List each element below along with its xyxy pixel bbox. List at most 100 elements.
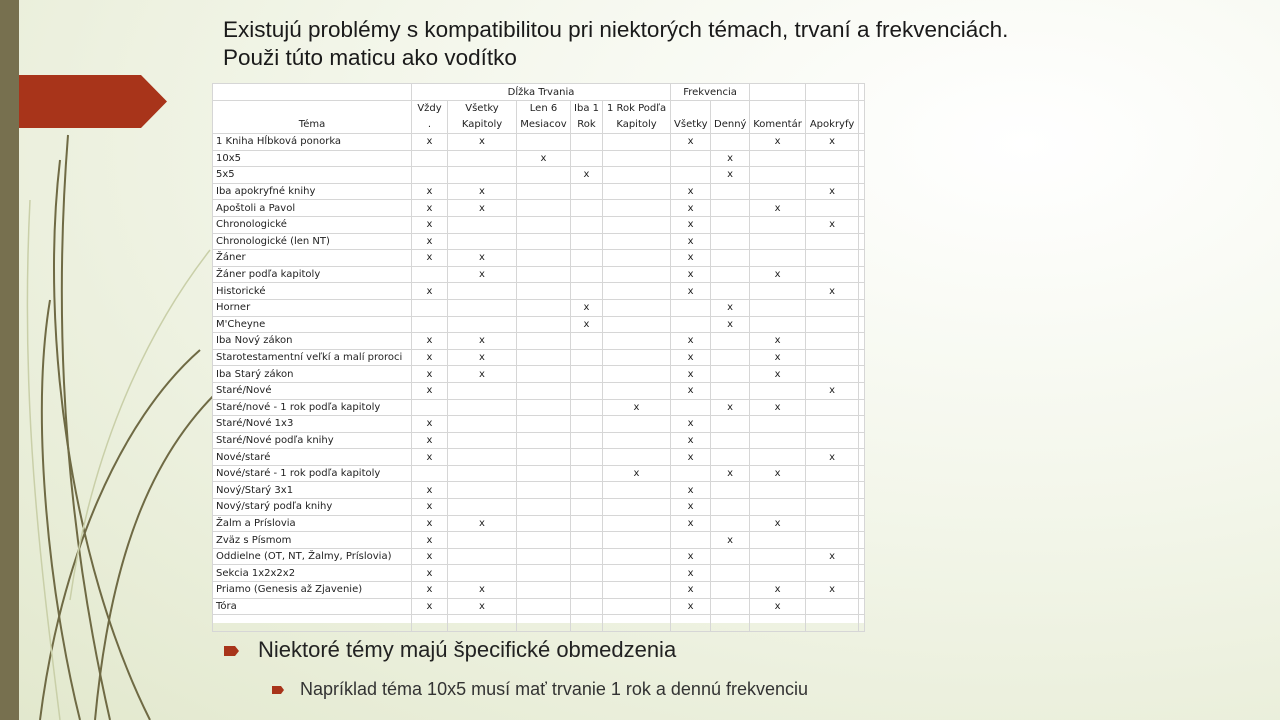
matrix-cell bbox=[805, 564, 860, 583]
matrix-cell: x bbox=[411, 431, 448, 450]
matrix-cell bbox=[601, 298, 672, 317]
empty-cell bbox=[858, 514, 866, 533]
empty-cell bbox=[411, 614, 448, 632]
matrix-cell bbox=[601, 415, 672, 433]
matrix-cell bbox=[710, 199, 751, 217]
matrix-cell: x bbox=[411, 332, 448, 350]
empty-cell bbox=[858, 182, 866, 201]
matrix-cell: x bbox=[411, 182, 448, 201]
topic-cell: Apoštoli a Pavol bbox=[212, 199, 412, 217]
matrix-cell bbox=[601, 597, 672, 616]
matrix-cell bbox=[710, 514, 751, 533]
column-header: Vždy . bbox=[411, 100, 448, 134]
matrix-cell bbox=[447, 282, 517, 300]
matrix-cell bbox=[447, 431, 517, 450]
matrix-cell: x bbox=[411, 531, 448, 549]
table-row: Staré/Nové podľa knihy x x bbox=[212, 431, 866, 450]
topic-cell: Oddielne (OT, NT, Žalmy, Príslovia) bbox=[212, 547, 412, 566]
matrix-cell bbox=[805, 514, 860, 533]
matrix-cell: x bbox=[670, 332, 712, 350]
matrix-cell bbox=[447, 215, 517, 234]
matrix-cell: x bbox=[670, 498, 712, 516]
matrix-cell: x bbox=[411, 448, 448, 466]
table-row: Staré/Nové x x x bbox=[212, 381, 866, 400]
column-header: Len 6 Mesiacov bbox=[516, 100, 571, 134]
matrix-cell bbox=[749, 531, 807, 549]
matrix-cell: x bbox=[805, 133, 860, 151]
matrix-cell bbox=[516, 564, 571, 583]
matrix-cell: x bbox=[447, 133, 517, 151]
matrix-cell bbox=[670, 298, 712, 317]
empty-cell bbox=[858, 448, 866, 466]
matrix-cell bbox=[411, 398, 448, 417]
matrix-cell bbox=[411, 265, 448, 284]
column-header: Téma bbox=[212, 100, 412, 134]
topic-cell: 1 Kniha Hĺbková ponorka bbox=[212, 133, 412, 151]
matrix-cell bbox=[749, 298, 807, 317]
matrix-cell bbox=[749, 166, 807, 184]
matrix-cell bbox=[601, 581, 672, 599]
matrix-cell bbox=[601, 282, 672, 300]
topic-cell: Sekcia 1x2x2x2 bbox=[212, 564, 412, 583]
matrix-cell bbox=[749, 381, 807, 400]
decorative-strip bbox=[0, 0, 19, 720]
matrix-cell bbox=[570, 215, 603, 234]
empty-cell bbox=[858, 597, 866, 616]
matrix-cell bbox=[749, 282, 807, 300]
matrix-cell bbox=[411, 315, 448, 334]
matrix-cell bbox=[570, 365, 603, 383]
matrix-cell: x bbox=[805, 182, 860, 201]
topic-cell: Priamo (Genesis až Zjavenie) bbox=[212, 581, 412, 599]
matrix-cell bbox=[670, 464, 712, 483]
matrix-cell bbox=[570, 481, 603, 500]
matrix-cell bbox=[570, 597, 603, 616]
matrix-cell bbox=[601, 514, 672, 533]
empty-cell bbox=[570, 614, 603, 632]
column-header: Komentár bbox=[749, 100, 807, 134]
empty-cell bbox=[858, 100, 866, 134]
matrix-cell bbox=[749, 431, 807, 450]
matrix-cell bbox=[710, 448, 751, 466]
matrix-cell: x bbox=[570, 166, 603, 184]
empty-cell bbox=[858, 282, 866, 300]
column-header-row: Téma Vždy . Všetky Kapitoly Len 6 Mesiacov I… bbox=[212, 100, 866, 134]
matrix-cell bbox=[516, 232, 571, 251]
matrix-cell bbox=[601, 431, 672, 450]
matrix-cell: x bbox=[411, 348, 448, 367]
matrix-cell: x bbox=[447, 199, 517, 217]
matrix-cell: x bbox=[670, 431, 712, 450]
matrix-cell bbox=[749, 564, 807, 583]
table-row: Iba apokryfné knihy x x x x bbox=[212, 182, 866, 201]
table-row: Iba Nový zákon x x x x bbox=[212, 332, 866, 350]
matrix-cell bbox=[516, 531, 571, 549]
empty-row bbox=[212, 614, 866, 632]
matrix-cell bbox=[749, 415, 807, 433]
matrix-cell bbox=[570, 431, 603, 450]
matrix-cell bbox=[447, 498, 517, 516]
column-header: Iba 1 Rok bbox=[570, 100, 603, 134]
empty-cell bbox=[858, 381, 866, 400]
matrix-cell bbox=[447, 298, 517, 317]
matrix-cell bbox=[516, 282, 571, 300]
matrix-cell bbox=[570, 398, 603, 417]
matrix-cell: x bbox=[670, 232, 712, 251]
empty-cell bbox=[858, 581, 866, 599]
topic-cell: 5x5 bbox=[212, 166, 412, 184]
matrix-cell bbox=[447, 149, 517, 168]
matrix-cell bbox=[749, 149, 807, 168]
matrix-cell: x bbox=[670, 415, 712, 433]
matrix-cell bbox=[601, 232, 672, 251]
matrix-cell: x bbox=[411, 547, 448, 566]
matrix-cell bbox=[570, 182, 603, 201]
matrix-cell bbox=[670, 166, 712, 184]
matrix-cell bbox=[516, 581, 571, 599]
matrix-cell: x bbox=[670, 215, 712, 234]
table-row: Žáner x x x bbox=[212, 249, 866, 267]
matrix-cell bbox=[749, 232, 807, 251]
matrix-cell: x bbox=[670, 481, 712, 500]
matrix-cell bbox=[601, 315, 672, 334]
matrix-cell bbox=[447, 315, 517, 334]
empty-cell bbox=[516, 614, 571, 632]
matrix-cell: x bbox=[411, 249, 448, 267]
table-row: Priamo (Genesis až Zjavenie) x x x x x bbox=[212, 581, 866, 599]
